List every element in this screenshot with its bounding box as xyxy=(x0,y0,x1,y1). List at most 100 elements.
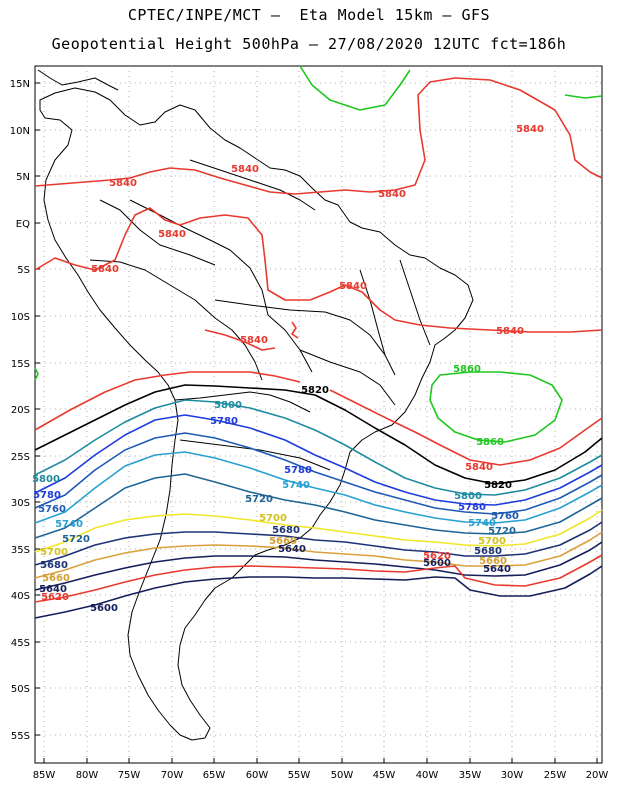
contour-label: 5600 xyxy=(90,603,118,614)
lat-tick-label: 15N xyxy=(10,79,30,90)
contour-label: 5700 xyxy=(40,547,68,558)
contour-5860 xyxy=(34,367,39,381)
lat-tick-label: 50S xyxy=(11,684,30,695)
country-border xyxy=(174,391,311,413)
contour-label: 5840 xyxy=(516,124,544,135)
contour-label: 5800 xyxy=(454,491,482,502)
contour-labels: 5840 5840 5840 5840 5840 5840 5840 5840 … xyxy=(32,124,544,614)
lat-tick-label: EQ xyxy=(16,219,30,230)
contour-label: 5620 xyxy=(423,551,451,562)
country-border xyxy=(89,259,263,381)
country-border xyxy=(189,159,316,211)
contour-label: 5840 xyxy=(231,164,259,175)
contour-5860 xyxy=(429,371,563,443)
contour-label: 5760 xyxy=(491,511,519,522)
contour-label: 5720 xyxy=(62,534,90,545)
lat-tick-label: 5S xyxy=(17,265,30,276)
contour-5720 xyxy=(34,473,603,539)
contour-label: 5680 xyxy=(474,546,502,557)
contour-label: 5760 xyxy=(38,504,66,515)
contour-5700 xyxy=(34,509,603,553)
country-border xyxy=(299,349,396,406)
latitude-labels: 15N 10N 5N EQ 5S 10S 15S 20S 25S 30S 35S… xyxy=(10,79,30,742)
contour-5800 xyxy=(34,399,603,496)
longitude-labels: 85W 80W 75W 70W 65W 60W 55W 50W 45W 40W … xyxy=(33,770,609,781)
contour-label: 5640 xyxy=(483,564,511,575)
contour-label: 5780 xyxy=(458,502,486,513)
contour-label: 5680 xyxy=(40,560,68,571)
lat-tick-label: 45S xyxy=(11,638,30,649)
contour-5820 xyxy=(34,384,603,485)
lat-tick-label: 25S xyxy=(11,452,30,463)
contour-5840 xyxy=(34,207,603,333)
contour-5660 xyxy=(34,531,603,579)
lon-tick-label: 80W xyxy=(76,770,99,781)
contour-label: 5840 xyxy=(240,335,268,346)
contour-5600 xyxy=(34,565,603,619)
contour-label: 5660 xyxy=(479,556,507,567)
lat-tick-label: 35S xyxy=(11,545,30,556)
contour-label: 5840 xyxy=(91,264,119,275)
contour-label: 5640 xyxy=(39,584,67,595)
contour-5840 xyxy=(34,371,301,431)
chart-title-line2: Geopotential Height 500hPa – 27/08/2020 … xyxy=(51,35,567,53)
country-border xyxy=(399,259,431,346)
map-frame xyxy=(34,65,603,764)
contour-label: 5820 xyxy=(484,480,512,491)
contour-label: 5740 xyxy=(282,480,310,491)
contour-label: 5680 xyxy=(272,525,300,536)
contour-label: 5800 xyxy=(32,474,60,485)
contour-label: 5840 xyxy=(496,326,524,337)
lat-tick-label: 15S xyxy=(11,359,30,370)
lon-tick-label: 60W xyxy=(246,770,269,781)
contour-label: 5800 xyxy=(214,400,242,411)
contour-5740 xyxy=(34,451,603,524)
contour-label: 5660 xyxy=(269,536,297,547)
lat-tick-label: 55S xyxy=(11,731,30,742)
lon-tick-label: 65W xyxy=(203,770,226,781)
contour-label: 5600 xyxy=(423,558,451,569)
contour-label: 5620 xyxy=(41,592,69,603)
contour-5620 xyxy=(34,554,603,603)
contour-5760 xyxy=(34,432,603,515)
lat-tick-label: 5N xyxy=(16,172,30,183)
contour-label: 5840 xyxy=(465,462,493,473)
contour-label: 5700 xyxy=(478,536,506,547)
contour-label: 5820 xyxy=(301,385,329,396)
country-border xyxy=(179,439,331,471)
contour-5860 xyxy=(564,94,603,99)
height-contours xyxy=(34,65,603,619)
contour-label: 5840 xyxy=(378,189,406,200)
chart-title-line1: CPTEC/INPE/MCT – Eta Model 15km – GFS xyxy=(127,6,491,24)
contour-5840 xyxy=(34,77,603,195)
coastline xyxy=(37,69,474,741)
contour-label: 5860 xyxy=(453,364,481,375)
lon-tick-label: 25W xyxy=(544,770,567,781)
south-america-coastline xyxy=(39,87,474,741)
contour-5840 xyxy=(204,329,276,351)
contour-label: 5740 xyxy=(55,519,83,530)
contour-label: 5860 xyxy=(476,437,504,448)
lon-tick-label: 45W xyxy=(373,770,396,781)
contour-label: 5840 xyxy=(109,178,137,189)
lon-tick-label: 75W xyxy=(118,770,141,781)
lat-tick-label: 10N xyxy=(10,126,30,137)
lon-tick-label: 70W xyxy=(161,770,184,781)
contour-label: 5780 xyxy=(284,465,312,476)
contour-5840 xyxy=(291,321,299,339)
contour-5780 xyxy=(34,414,603,506)
lon-tick-label: 40W xyxy=(416,770,439,781)
contour-label: 5740 xyxy=(468,518,496,529)
lon-tick-label: 50W xyxy=(331,770,354,781)
country-border xyxy=(214,299,396,376)
lat-tick-label: 10S xyxy=(11,312,30,323)
lon-tick-label: 20W xyxy=(586,770,609,781)
contour-label: 5720 xyxy=(245,494,273,505)
lon-tick-label: 55W xyxy=(288,770,311,781)
contour-label: 5840 xyxy=(158,229,186,240)
lon-tick-label: 35W xyxy=(459,770,482,781)
contour-5860 xyxy=(299,65,411,111)
lat-tick-label: 40S xyxy=(11,591,30,602)
contour-label: 5840 xyxy=(339,281,367,292)
